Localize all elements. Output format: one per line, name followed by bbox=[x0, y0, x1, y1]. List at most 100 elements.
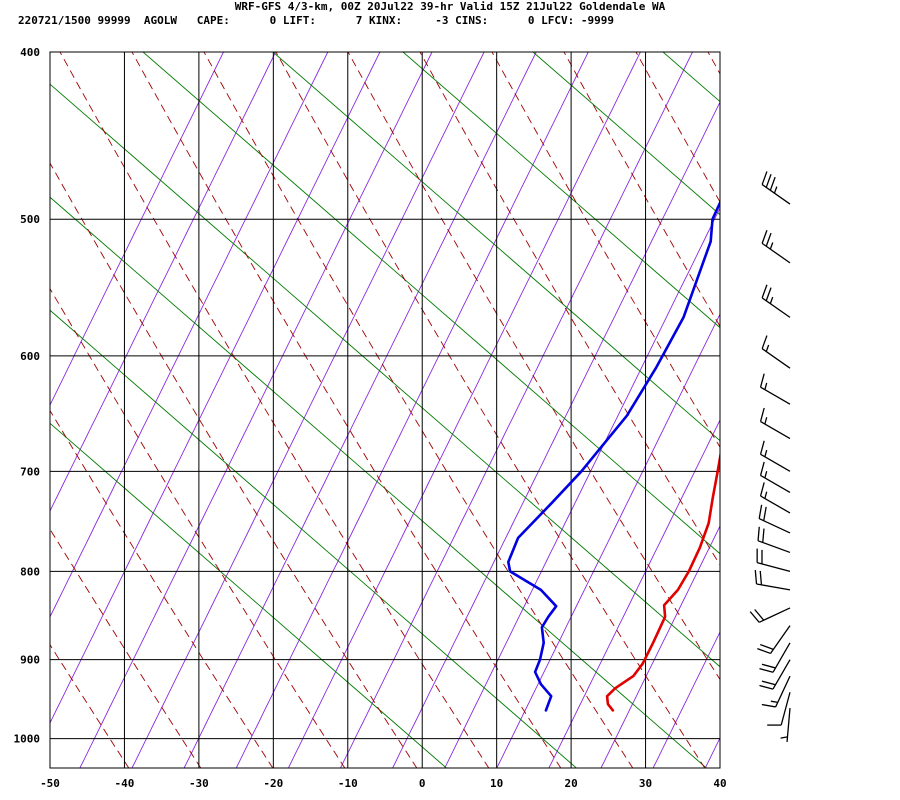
x-tick-label: -30 bbox=[189, 777, 209, 790]
wind-barb bbox=[761, 229, 791, 264]
pressure-tick-label: 500 bbox=[20, 213, 40, 226]
wind-barb bbox=[758, 504, 791, 534]
mixing-ratio-line bbox=[444, 207, 720, 768]
mixing-ratio-line bbox=[392, 101, 720, 768]
plot-frame bbox=[49, 51, 721, 769]
wind-barb-feather bbox=[759, 668, 774, 673]
sounding-indices: 220721/1500 99999 AGOLW CAPE: 0 LIFT: 7 … bbox=[18, 14, 615, 27]
wind-barb-staff bbox=[760, 386, 791, 405]
wind-barb-feather bbox=[764, 382, 768, 390]
moist-adiabat-line bbox=[707, 52, 720, 75]
mixing-ratio-line bbox=[183, 52, 537, 768]
wind-barb-feather bbox=[764, 471, 768, 479]
pressure-tick-label: 700 bbox=[20, 465, 40, 478]
wind-barb-feather bbox=[759, 643, 774, 650]
dry-adiabat-line bbox=[770, 32, 900, 788]
wind-barb-staff bbox=[758, 518, 791, 534]
wind-barb-feather bbox=[770, 700, 778, 704]
wind-barb-feather bbox=[764, 491, 768, 499]
mixing-ratio-line bbox=[79, 52, 433, 768]
pressure-axis-ticks: 400 500 600 700 800 900 1000 bbox=[14, 46, 41, 746]
wind-barb-feather bbox=[759, 440, 765, 455]
wind-barb-staff bbox=[757, 540, 791, 554]
wind-barb-feather bbox=[761, 663, 776, 669]
moist-adiabat-line bbox=[50, 162, 418, 768]
wind-barb-feather bbox=[759, 482, 765, 497]
pressure-tick-label: 400 bbox=[20, 46, 40, 59]
moist-adiabat-line bbox=[491, 52, 720, 448]
wind-barb bbox=[759, 373, 791, 405]
dry-adiabat-line bbox=[50, 196, 708, 768]
wind-barb-staff bbox=[761, 184, 791, 205]
wind-barb bbox=[759, 461, 791, 494]
wind-barb bbox=[759, 407, 791, 440]
wind-barb-feather bbox=[759, 461, 765, 476]
wind-barb-staff bbox=[761, 348, 791, 369]
wind-barb-staff bbox=[760, 453, 791, 472]
wind-barb bbox=[757, 625, 791, 655]
wind-barb bbox=[761, 675, 791, 708]
wind-barb-staff bbox=[760, 495, 791, 514]
series-line bbox=[605, 450, 720, 712]
wind-barb-staff bbox=[761, 242, 791, 264]
pressure-tick-label: 800 bbox=[20, 565, 40, 578]
wind-barb-feather bbox=[761, 284, 768, 299]
mixing-ratio-line bbox=[548, 419, 720, 768]
wind-barb-staff bbox=[758, 607, 791, 623]
wind-barb bbox=[749, 607, 791, 623]
mixing-ratio-line bbox=[704, 736, 720, 768]
wind-barb bbox=[759, 642, 791, 673]
x-tick-label: 10 bbox=[490, 777, 503, 790]
moist-adiabat-line bbox=[831, 14, 900, 783]
background-lines bbox=[50, 14, 900, 788]
wind-barb-feather bbox=[761, 335, 768, 349]
moist-adiabat-line bbox=[347, 52, 720, 681]
wind-barb-feather bbox=[769, 176, 776, 191]
moist-adiabat-line bbox=[50, 409, 274, 768]
wind-barb-feather bbox=[757, 648, 771, 655]
moist-adiabat-line bbox=[50, 643, 130, 768]
wind-barb-feather bbox=[764, 449, 768, 458]
wind-barb-staff bbox=[786, 707, 791, 742]
wind-barb-staff bbox=[775, 675, 791, 708]
mixing-ratio-line bbox=[600, 525, 720, 768]
wind-barb-feather bbox=[762, 528, 765, 543]
x-tick-label: -10 bbox=[338, 777, 358, 790]
pressure-tick-label: 600 bbox=[20, 350, 40, 363]
dry-adiabat-line bbox=[50, 309, 578, 768]
wind-barb bbox=[757, 526, 791, 554]
moist-adiabat-line bbox=[203, 52, 634, 768]
x-axis-ticks: -50 -40 -30 -20 -10 0 10 20 30 40 bbox=[40, 777, 727, 790]
wind-barb-staff bbox=[761, 297, 791, 318]
mixing-ratio-line bbox=[50, 52, 329, 618]
wind-barb-staff bbox=[760, 474, 791, 494]
wind-barb-feather bbox=[763, 506, 767, 521]
wind-barb bbox=[761, 284, 791, 318]
wind-barb-feather bbox=[765, 174, 772, 188]
wind-barb-feather bbox=[765, 232, 772, 247]
moist-adiabat-line bbox=[59, 52, 490, 768]
wind-barb-feather bbox=[749, 611, 760, 623]
wind-barb bbox=[761, 171, 791, 205]
mixing-ratio-line bbox=[287, 52, 641, 768]
wind-barb bbox=[759, 659, 791, 690]
wind-barb-feather bbox=[780, 736, 788, 739]
wind-barb bbox=[759, 482, 791, 514]
dry-adiabat-line bbox=[142, 52, 720, 555]
wind-barb-feather bbox=[757, 526, 760, 541]
wind-barb-feather bbox=[759, 570, 763, 585]
wind-barbs bbox=[749, 171, 791, 742]
x-tick-label: -40 bbox=[115, 777, 135, 790]
mixing-ratio-line bbox=[339, 52, 694, 768]
mixing-ratio-line bbox=[652, 631, 720, 768]
wind-barb bbox=[754, 569, 791, 591]
dry-adiabat-line bbox=[50, 422, 448, 768]
moist-adiabat-line bbox=[419, 52, 720, 566]
wind-barb-staff bbox=[780, 692, 791, 726]
x-tick-label: 0 bbox=[419, 777, 426, 790]
moist-adiabat-line bbox=[635, 52, 720, 203]
moist-adiabat-line bbox=[275, 52, 706, 768]
wind-barb-feather bbox=[761, 680, 776, 686]
x-tick-label: 30 bbox=[639, 777, 652, 790]
grid bbox=[50, 51, 720, 768]
